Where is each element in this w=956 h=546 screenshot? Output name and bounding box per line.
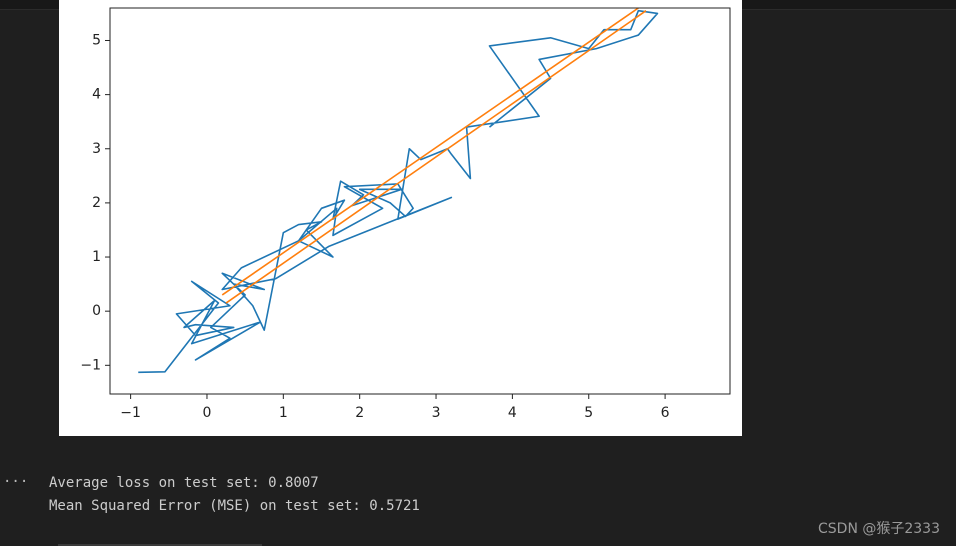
x-tick-label: 6: [661, 405, 670, 421]
watermark: CSDN @猴子2333: [818, 521, 940, 537]
x-tick-label: −1: [120, 405, 141, 421]
output-line: Mean Squared Error (MSE) on test set: 0.…: [49, 498, 420, 514]
y-tick-label: 0: [92, 303, 101, 319]
x-tick-label: 1: [279, 405, 288, 421]
y-tick-label: 4: [92, 87, 101, 103]
output-line: Average loss on test set: 0.8007: [49, 475, 319, 491]
x-tick-label: 3: [432, 405, 441, 421]
x-tick-label: 0: [203, 405, 212, 421]
y-tick-label: −1: [80, 357, 101, 373]
divider: [58, 544, 262, 546]
y-tick-label: 1: [92, 249, 101, 265]
x-tick-label: 2: [355, 405, 364, 421]
data-line: [221, 8, 639, 296]
y-tick-label: 2: [92, 195, 101, 211]
output-prompt: ···: [3, 474, 29, 490]
data-line: [225, 10, 647, 304]
plot-area: [138, 8, 659, 374]
y-tick-label: 3: [92, 141, 101, 157]
x-tick-label: 5: [584, 405, 593, 421]
y-tick-label: 5: [92, 32, 101, 48]
axes-frame: [109, 7, 731, 395]
x-tick-label: 4: [508, 405, 517, 421]
data-line: [138, 9, 659, 374]
chart: −1 0 1 2 3 4 5 6 −1 0 1 2 3 4 5: [59, 0, 742, 436]
